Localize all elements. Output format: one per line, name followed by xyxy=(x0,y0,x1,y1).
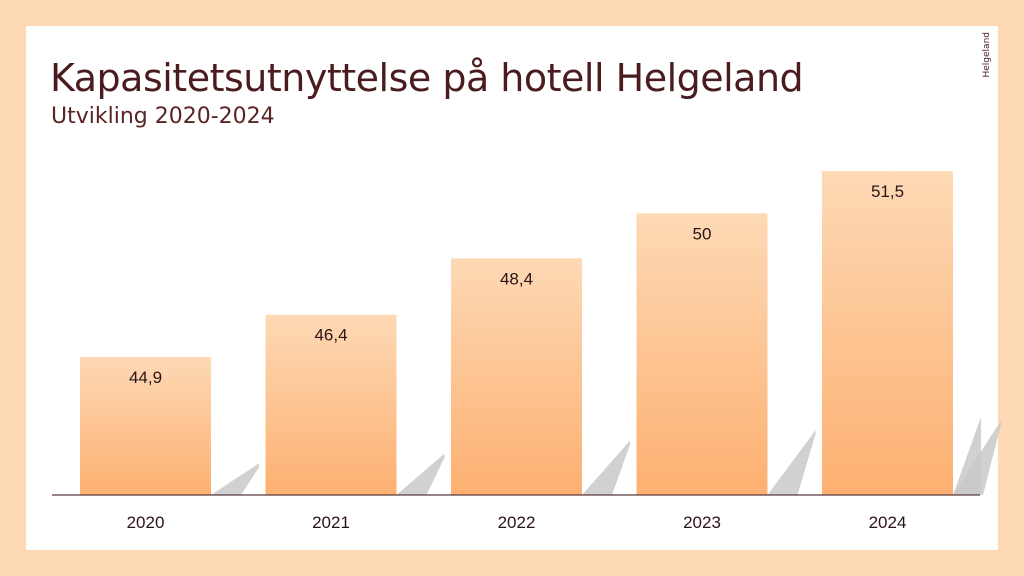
bar-2021 xyxy=(265,314,397,495)
bar-value-label: 51,5 xyxy=(871,182,904,201)
bar-shadow xyxy=(396,453,445,495)
bar-shadow xyxy=(953,417,981,495)
bar-value-label: 50 xyxy=(693,224,712,243)
x-tick-label: 2024 xyxy=(869,513,907,532)
x-tick-label: 2020 xyxy=(127,513,165,532)
x-tick-label: 2022 xyxy=(498,513,536,532)
bar-2020 xyxy=(80,356,211,495)
bar-shadow xyxy=(767,430,816,495)
bar-value-label: 48,4 xyxy=(500,269,533,288)
bar-shadow xyxy=(582,440,630,495)
bar-2022 xyxy=(451,258,582,495)
bar-value-label: 46,4 xyxy=(314,326,347,345)
bar-shadow xyxy=(953,420,1001,495)
chart-title: Kapasitetsutnyttelse på hotell Helgeland xyxy=(50,56,804,100)
bar-shadow xyxy=(211,463,259,495)
chart-subtitle: Utvikling 2020-2024 xyxy=(51,104,275,129)
bar-2024 xyxy=(822,171,953,496)
x-tick-label: 2023 xyxy=(683,513,721,532)
bar-value-label: 44,9 xyxy=(129,368,162,387)
x-tick-label: 2021 xyxy=(312,513,350,532)
bar-2023 xyxy=(636,213,768,496)
